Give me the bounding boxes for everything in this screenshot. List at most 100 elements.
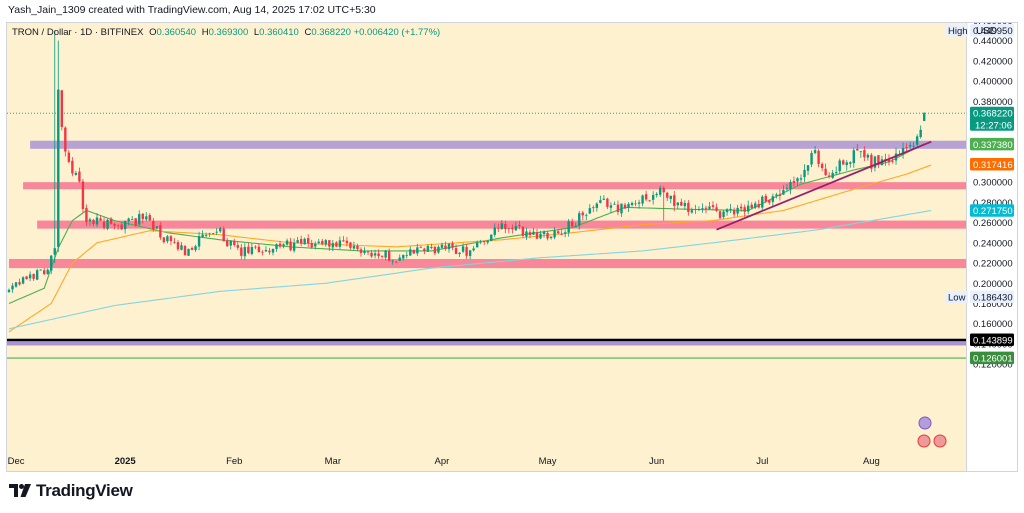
event-flag-icon[interactable] [918, 416, 932, 430]
candle-body [321, 240, 324, 245]
us-flag-icon[interactable] [933, 434, 947, 448]
y-tick-label: 0.420000 [973, 56, 1013, 67]
candle-body [116, 224, 120, 226]
candle-body [500, 223, 503, 230]
candle-body [908, 145, 912, 147]
candle-body [820, 163, 824, 169]
price-axis[interactable]: 0.4600000.4400000.4200000.4000000.380000… [973, 23, 1013, 371]
candle-body [384, 250, 387, 258]
logo-text: TradingView [36, 481, 133, 500]
price-chart[interactable]: 0.4600000.4400000.4200000.4000000.380000… [7, 23, 1017, 471]
candle-body [145, 216, 148, 220]
candle-body [613, 203, 616, 205]
candle-body [803, 169, 806, 178]
candle-body [190, 247, 194, 250]
candle-body [708, 206, 711, 210]
candle-body [183, 246, 187, 256]
candle-body [201, 234, 204, 237]
candle-body [356, 245, 359, 250]
price-tag-text: 0.368220 [973, 109, 1013, 120]
candle-body [497, 227, 500, 229]
event-icons[interactable] [917, 416, 947, 448]
candle-body [148, 215, 151, 221]
extreme-marker-value: 0.186430 [973, 292, 1013, 303]
zone-0.22[interactable] [9, 258, 966, 269]
price-tag [970, 333, 1014, 346]
candle-body [423, 248, 426, 252]
candle-body [373, 253, 377, 256]
candle-body [588, 208, 591, 214]
y-tick-label: 0.180000 [973, 299, 1013, 310]
close-label: C [304, 27, 312, 38]
y-tick-label: 0.120000 [973, 360, 1013, 371]
ma-line-mid [8, 164, 932, 333]
candle-body [271, 248, 275, 253]
resistance-zone[interactable] [30, 140, 967, 149]
price-tag-text: 0.143899 [973, 335, 1013, 346]
chart-frame[interactable]: 0.4600000.4400000.4200000.4000000.380000… [6, 22, 1018, 472]
candle-body [254, 246, 257, 248]
candle-body [363, 251, 366, 254]
candle-body [616, 204, 620, 213]
candle-body [215, 231, 218, 233]
candle-body [542, 231, 546, 235]
time-axis[interactable]: Dec 2025 Feb Mar Apr May Jun Jul Aug [8, 456, 880, 467]
extreme-marker-tag [970, 290, 1014, 303]
candle-body [173, 241, 176, 243]
candle-body [102, 221, 106, 228]
candle-body [412, 249, 415, 254]
y-tick-label: 0.380000 [973, 97, 1013, 108]
zone-0.30[interactable] [23, 182, 966, 190]
candle-body [106, 219, 109, 229]
candle-body [585, 214, 588, 216]
candle-body [50, 255, 53, 271]
currency-label[interactable]: USD [976, 26, 998, 37]
extreme-marker-bg [946, 290, 968, 303]
candle-body [627, 203, 630, 208]
candle-body [345, 240, 349, 244]
x-tick-label: May [539, 456, 557, 467]
candle-body [592, 207, 595, 209]
candle-body [18, 282, 21, 285]
candles-layer [7, 30, 926, 294]
candle-body [711, 205, 715, 208]
candle-body [581, 212, 584, 216]
extreme-marker-bg [946, 24, 968, 37]
candle-body [634, 203, 637, 205]
candle-body [444, 245, 447, 249]
candle-body [81, 181, 85, 209]
candle-body [810, 153, 813, 165]
candle-body [169, 236, 173, 242]
candle-body [416, 247, 419, 254]
candle-body [310, 242, 313, 248]
tradingview-logo-icon [9, 484, 31, 497]
candle-body [490, 234, 493, 242]
candle-body [912, 145, 915, 147]
candle-body [21, 277, 25, 284]
us-flag-icon[interactable] [917, 434, 931, 448]
candle-body [694, 208, 697, 210]
x-tick-label: 2025 [115, 456, 137, 467]
candle-body [155, 226, 159, 229]
candle-body [532, 231, 535, 235]
candle-body [813, 150, 817, 154]
candle-body [377, 253, 380, 257]
extreme-marker-tag [970, 24, 1014, 37]
candle-body [454, 248, 458, 254]
candle-body [511, 227, 514, 230]
candle-body [838, 160, 841, 172]
open-label: O [149, 27, 157, 38]
candle-body [324, 240, 327, 245]
candle-body [35, 270, 39, 280]
symbol-name[interactable]: TRON / Dollar · 1D · BITFINEX [12, 27, 144, 38]
candle-body [729, 208, 732, 210]
candle-body [99, 218, 102, 221]
candle-body [486, 240, 489, 243]
candle-body [701, 208, 704, 209]
x-tick-label: Mar [325, 456, 341, 467]
x-tick-label: Dec [8, 456, 25, 467]
trendline[interactable] [716, 140, 932, 231]
tradingview-logo[interactable]: TradingView [9, 481, 133, 501]
trendline-layer[interactable] [716, 140, 932, 231]
candle-body [827, 175, 831, 177]
